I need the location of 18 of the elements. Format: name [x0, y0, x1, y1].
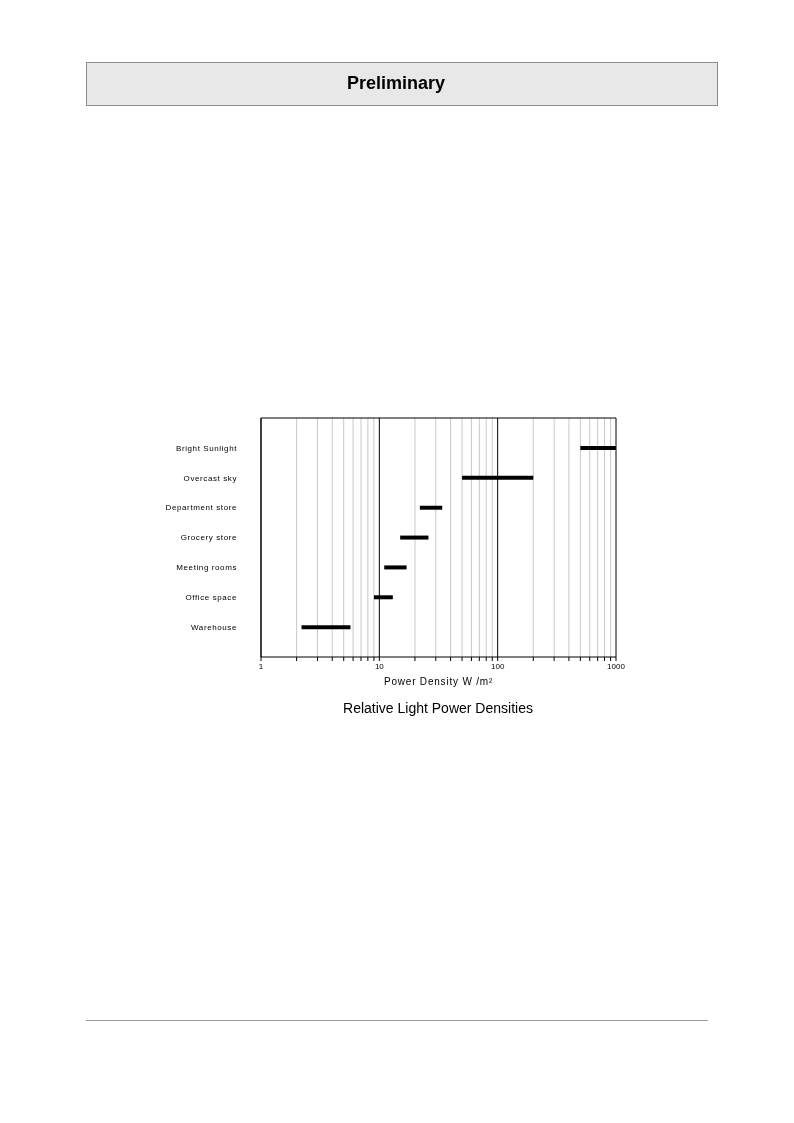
y-tick-label: Bright Sunlight [175, 443, 238, 453]
bar [400, 535, 429, 540]
x-tick-label: 10 [374, 661, 385, 671]
header-box: Preliminary [86, 62, 718, 106]
bar [419, 505, 443, 510]
y-tick-label: Warehouse [190, 622, 237, 632]
y-tick-label: Grocery store [180, 533, 237, 543]
x-tick-label: 1000 [607, 661, 626, 671]
x-tick-label: 1 [258, 661, 264, 671]
text: Relative Light Power Densities [342, 700, 534, 716]
y-tick-label: Department store [165, 503, 237, 513]
y-tick-label: Office space [185, 593, 237, 603]
y-tick-label: Meeting rooms [176, 563, 237, 573]
bar [384, 565, 407, 570]
y-tick-label: Overcast sky [183, 473, 237, 483]
bar [301, 625, 351, 630]
x-axis-title: Power Density W /m² [383, 676, 494, 687]
x-tick-label: 100 [490, 661, 505, 671]
